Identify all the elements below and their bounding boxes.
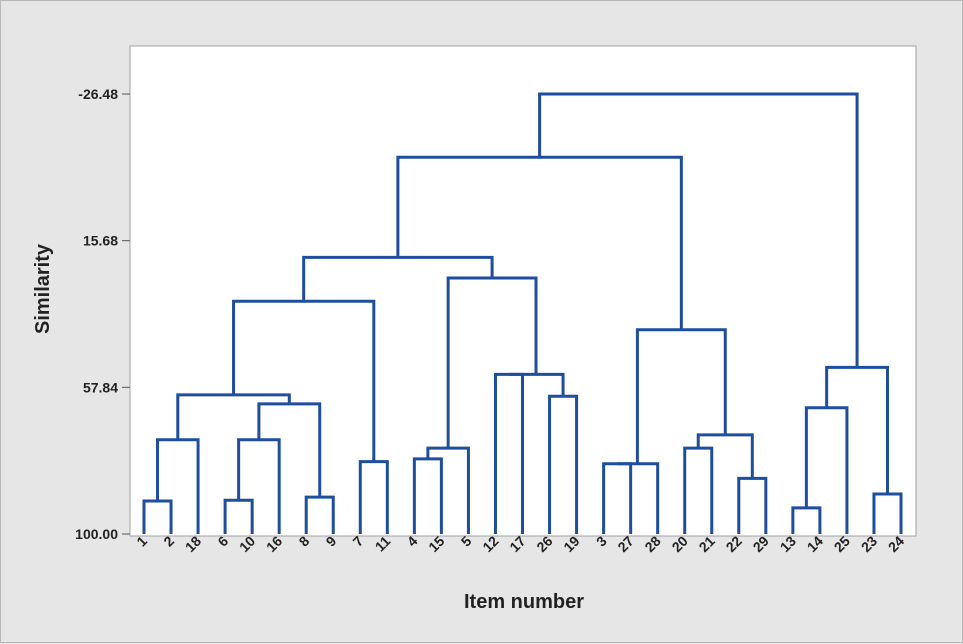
link-m24 — [791, 506, 822, 534]
dendrogram-links — [142, 92, 903, 534]
link-m23 — [396, 155, 683, 330]
y-tick-label: 57.84 — [83, 379, 118, 395]
y-tick-label: -26.48 — [78, 86, 118, 102]
y-axis: -26.48 15.68 57.84 100.00 — [75, 86, 130, 542]
link-m16 — [302, 255, 494, 302]
y-tick-label: 15.68 — [83, 233, 118, 249]
link-m26 — [872, 492, 903, 534]
link-m8 — [358, 460, 389, 534]
link-m7 — [176, 393, 291, 440]
y-tick-label: 100.00 — [75, 526, 118, 542]
x-axis-title: Item number — [464, 591, 584, 613]
link-m18 — [617, 462, 660, 534]
link-m12 — [493, 372, 524, 534]
link-m3 — [223, 498, 254, 534]
link-m22 — [635, 328, 727, 464]
link-m15 — [446, 276, 538, 449]
link-m21 — [696, 433, 754, 479]
link-m14 — [508, 372, 565, 397]
link-m10 — [412, 457, 443, 534]
y-axis-title: Similarity — [32, 243, 54, 334]
link-m5 — [304, 495, 335, 534]
link-m27 — [825, 365, 889, 494]
link-m9 — [232, 299, 376, 462]
link-m28 — [538, 92, 859, 368]
